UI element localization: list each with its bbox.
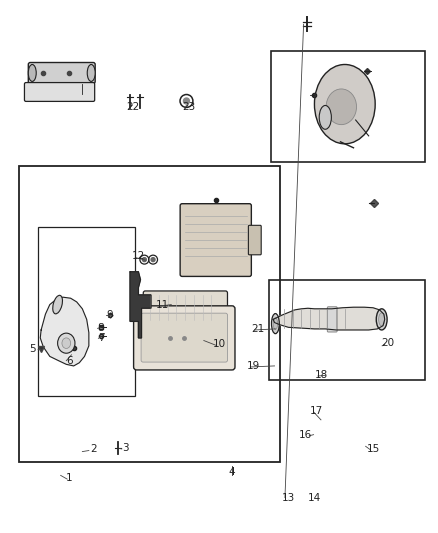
Ellipse shape: [319, 106, 332, 130]
Polygon shape: [40, 297, 89, 366]
FancyBboxPatch shape: [180, 204, 251, 277]
Bar: [269, 280, 425, 380]
FancyBboxPatch shape: [28, 62, 95, 83]
Ellipse shape: [378, 313, 385, 326]
Ellipse shape: [87, 64, 95, 82]
Text: 18: 18: [314, 370, 328, 381]
Ellipse shape: [326, 89, 357, 125]
Ellipse shape: [28, 64, 36, 82]
Ellipse shape: [272, 313, 279, 334]
Text: 6: 6: [66, 356, 73, 366]
Polygon shape: [273, 307, 385, 330]
Text: 10: 10: [212, 339, 226, 349]
Ellipse shape: [314, 64, 375, 144]
Text: 2: 2: [90, 445, 96, 455]
Circle shape: [184, 98, 189, 104]
Text: 5: 5: [29, 344, 36, 354]
Text: 3: 3: [122, 443, 129, 454]
Text: 20: 20: [381, 338, 395, 348]
Circle shape: [142, 257, 146, 262]
Bar: [271, 51, 425, 162]
FancyBboxPatch shape: [248, 225, 261, 255]
Polygon shape: [130, 272, 151, 338]
Ellipse shape: [53, 295, 63, 314]
FancyBboxPatch shape: [143, 291, 227, 324]
Text: 16: 16: [299, 430, 312, 440]
Text: 7: 7: [99, 333, 105, 343]
Bar: [19, 166, 280, 462]
Text: 19: 19: [247, 361, 260, 371]
Text: 15: 15: [366, 444, 380, 454]
Bar: [38, 227, 135, 396]
Text: 22: 22: [127, 102, 140, 112]
Text: 8: 8: [98, 323, 104, 333]
Ellipse shape: [273, 318, 278, 329]
Text: 23: 23: [182, 102, 195, 112]
Ellipse shape: [376, 309, 387, 330]
Text: 9: 9: [106, 310, 113, 320]
Text: 13: 13: [282, 492, 295, 503]
Text: 14: 14: [308, 492, 321, 503]
FancyBboxPatch shape: [327, 307, 337, 332]
Text: 21: 21: [251, 324, 265, 334]
Ellipse shape: [58, 333, 75, 353]
Text: 12: 12: [132, 252, 145, 262]
FancyBboxPatch shape: [25, 83, 95, 101]
FancyBboxPatch shape: [141, 313, 227, 362]
FancyBboxPatch shape: [134, 306, 235, 370]
Circle shape: [151, 257, 155, 262]
Ellipse shape: [62, 338, 71, 349]
Text: 4: 4: [229, 467, 235, 477]
Text: 17: 17: [310, 406, 323, 416]
Text: 11: 11: [156, 300, 169, 310]
Text: 1: 1: [66, 473, 73, 483]
